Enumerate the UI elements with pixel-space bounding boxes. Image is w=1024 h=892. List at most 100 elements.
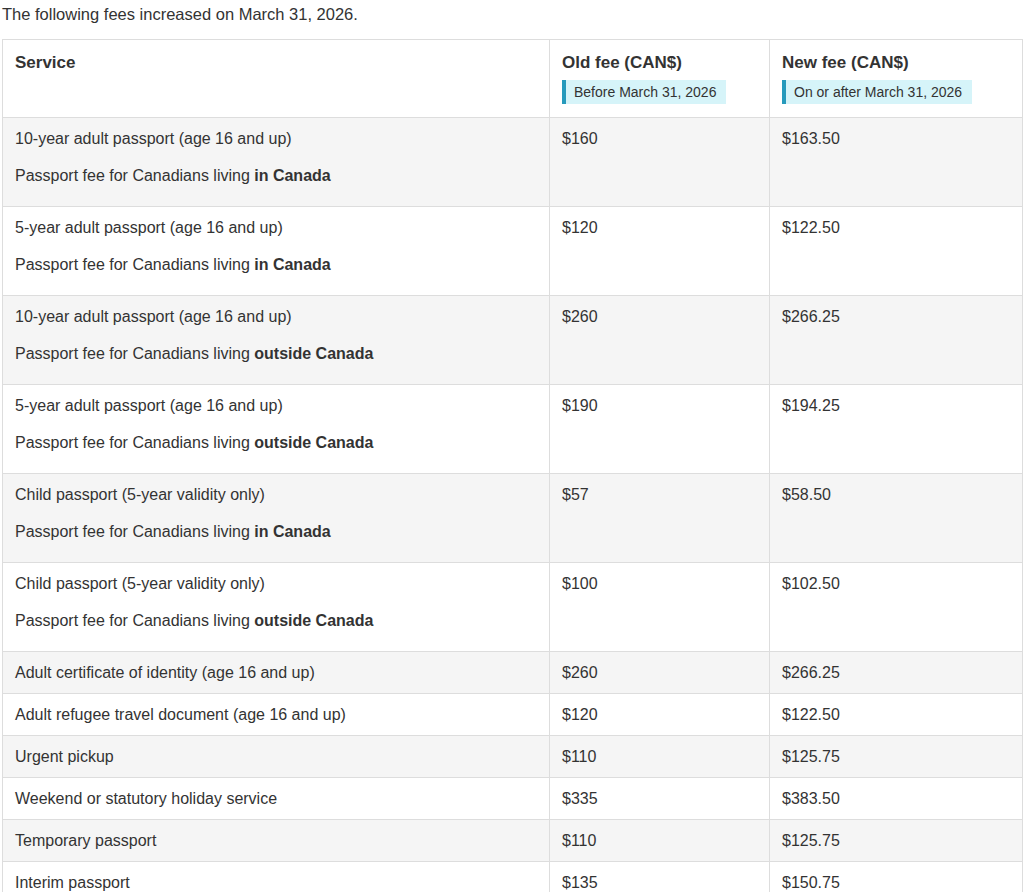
column-header-new-fee: New fee (CAN$) On or after March 31, 202… xyxy=(770,40,1023,118)
table-row: Adult certificate of identity (age 16 an… xyxy=(3,652,1023,694)
service-cell: 5-year adult passport (age 16 and up)Pas… xyxy=(3,207,550,296)
fee-value: $335 xyxy=(562,788,757,809)
service-cell: Interim passport xyxy=(3,862,550,892)
fee-value: $135 xyxy=(562,872,757,892)
new-fee-cell: $150.75 xyxy=(770,862,1023,892)
new-fee-cell: $383.50 xyxy=(770,778,1023,820)
table-row: 10-year adult passport (age 16 and up) Pa… xyxy=(3,118,1023,207)
service-name: Child passport (5-year validity only) xyxy=(15,573,537,594)
service-name: 10-year adult passport (age 16 and up) xyxy=(15,306,537,327)
fee-value: $102.50 xyxy=(782,573,1010,594)
service-cell: Adult refugee travel document (age 16 an… xyxy=(3,694,550,736)
new-fee-cell: $266.25 xyxy=(770,652,1023,694)
service-detail-bold: in Canada xyxy=(254,523,330,540)
fee-value: $266.25 xyxy=(782,662,1010,683)
fee-value: $120 xyxy=(562,217,757,238)
old-fee-cell: $100 xyxy=(550,563,770,652)
fee-value: $160 xyxy=(562,128,757,149)
service-detail: Passport fee for Canadians living in Can… xyxy=(15,165,537,186)
table-row: Urgent pickup $110 $125.75 xyxy=(3,736,1023,778)
header-row: Service Old fee (CAN$) Before March 31, … xyxy=(3,40,1023,118)
new-fee-cell: $122.50 xyxy=(770,694,1023,736)
fee-value: $266.25 xyxy=(782,306,1010,327)
service-detail-bold: in Canada xyxy=(254,256,330,273)
service-name: Child passport (5-year validity only) xyxy=(15,484,537,505)
fee-value: $57 xyxy=(562,484,757,505)
service-name: Temporary passport xyxy=(15,830,537,851)
table-row: 10-year adult passport (age 16 and up)Pa… xyxy=(3,296,1023,385)
old-fee-cell: $190 xyxy=(550,385,770,474)
old-fee-cell: $110 xyxy=(550,820,770,862)
new-fee-cell: $58.50 xyxy=(770,474,1023,563)
new-fee-cell: $194.25 xyxy=(770,385,1023,474)
service-cell: Child passport (5-year validity only)Pas… xyxy=(3,474,550,563)
old-fee-cell: $335 xyxy=(550,778,770,820)
old-fee-cell: $110 xyxy=(550,736,770,778)
service-cell: Child passport (5-year validity only) Pas… xyxy=(3,563,550,652)
new-fee-cell: $125.75 xyxy=(770,820,1023,862)
fee-value: $163.50 xyxy=(782,128,1010,149)
old-fee-date-note: Before March 31, 2026 xyxy=(562,80,726,104)
new-fee-cell: $266.25 xyxy=(770,296,1023,385)
service-name: Adult refugee travel document (age 16 an… xyxy=(15,704,537,725)
page: The following fees increased on March 31… xyxy=(0,0,1024,892)
service-detail: Passport fee for Canadians living in Can… xyxy=(15,254,537,275)
fee-value: $260 xyxy=(562,662,757,683)
new-fee-cell: $125.75 xyxy=(770,736,1023,778)
column-header-service: Service xyxy=(3,40,550,118)
service-cell: Temporary passport xyxy=(3,820,550,862)
service-cell: Urgent pickup xyxy=(3,736,550,778)
old-fee-cell: $160 xyxy=(550,118,770,207)
fees-table-head: Service Old fee (CAN$) Before March 31, … xyxy=(3,40,1023,118)
service-name: Urgent pickup xyxy=(15,746,537,767)
fee-value: $125.75 xyxy=(782,746,1010,767)
service-cell: Weekend or statutory holiday service xyxy=(3,778,550,820)
service-name: 10-year adult passport (age 16 and up) xyxy=(15,128,537,149)
column-header-old-fee-label: Old fee (CAN$) xyxy=(562,52,757,74)
new-fee-cell: $163.50 xyxy=(770,118,1023,207)
table-row: Weekend or statutory holiday service $335… xyxy=(3,778,1023,820)
service-detail-bold: outside Canada xyxy=(254,345,373,362)
fees-table: Service Old fee (CAN$) Before March 31, … xyxy=(2,39,1023,892)
service-detail-bold: outside Canada xyxy=(254,612,373,629)
fee-value: $260 xyxy=(562,306,757,327)
fee-value: $110 xyxy=(562,746,757,767)
old-fee-cell: $260 xyxy=(550,652,770,694)
table-row: Child passport (5-year validity only) Pas… xyxy=(3,563,1023,652)
fee-value: $122.50 xyxy=(782,217,1010,238)
service-name: Weekend or statutory holiday service xyxy=(15,788,537,809)
service-detail: Passport fee for Canadians living outsid… xyxy=(15,432,537,453)
service-detail: Passport fee for Canadians living outsid… xyxy=(15,610,537,631)
table-row: Adult refugee travel document (age 16 an… xyxy=(3,694,1023,736)
fee-value: $100 xyxy=(562,573,757,594)
service-name: Interim passport xyxy=(15,872,537,892)
service-detail-bold: outside Canada xyxy=(254,434,373,451)
column-header-new-fee-label: New fee (CAN$) xyxy=(782,52,1010,74)
service-name: 5-year adult passport (age 16 and up) xyxy=(15,395,537,416)
new-fee-cell: $122.50 xyxy=(770,207,1023,296)
fee-value: $125.75 xyxy=(782,830,1010,851)
fee-value: $122.50 xyxy=(782,704,1010,725)
new-fee-cell: $102.50 xyxy=(770,563,1023,652)
table-row: Child passport (5-year validity only)Pas… xyxy=(3,474,1023,563)
old-fee-cell: $120 xyxy=(550,207,770,296)
fee-value: $110 xyxy=(562,830,757,851)
fee-value: $190 xyxy=(562,395,757,416)
table-row: 5-year adult passport (age 16 and up) Pas… xyxy=(3,385,1023,474)
service-cell: 5-year adult passport (age 16 and up) Pas… xyxy=(3,385,550,474)
column-header-old-fee: Old fee (CAN$) Before March 31, 2026 xyxy=(550,40,770,118)
service-cell: Adult certificate of identity (age 16 an… xyxy=(3,652,550,694)
new-fee-date-note: On or after March 31, 2026 xyxy=(782,80,972,104)
table-row: Interim passport $135 $150.75 xyxy=(3,862,1023,892)
column-header-service-label: Service xyxy=(15,53,76,72)
fee-value: $194.25 xyxy=(782,395,1010,416)
table-row: 5-year adult passport (age 16 and up)Pas… xyxy=(3,207,1023,296)
old-fee-cell: $120 xyxy=(550,694,770,736)
fee-value: $383.50 xyxy=(782,788,1010,809)
service-name: Adult certificate of identity (age 16 an… xyxy=(15,662,537,683)
old-fee-cell: $135 xyxy=(550,862,770,892)
service-cell: 10-year adult passport (age 16 and up) Pa… xyxy=(3,118,550,207)
fees-table-body: 10-year adult passport (age 16 and up) Pa… xyxy=(3,118,1023,892)
fee-value: $58.50 xyxy=(782,484,1010,505)
fee-value: $150.75 xyxy=(782,872,1010,892)
